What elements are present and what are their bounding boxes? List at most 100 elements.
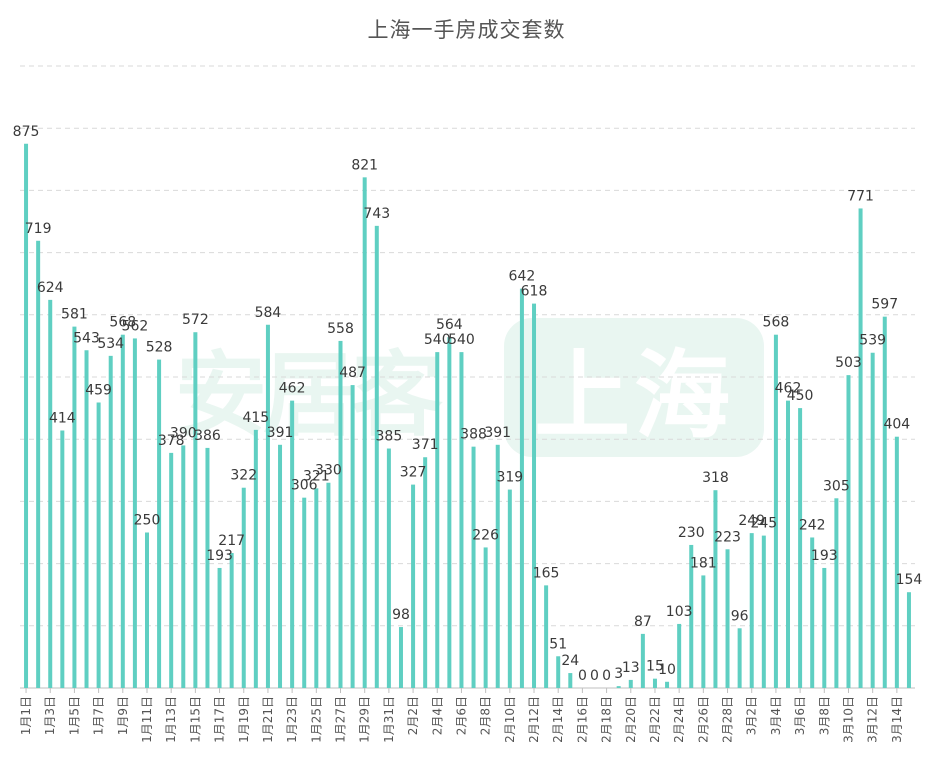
- data-label: 330: [315, 463, 342, 479]
- bar-1月23日: [290, 400, 295, 688]
- data-label: 564: [436, 317, 463, 333]
- bar-1月12日: [157, 359, 162, 688]
- x-tick-label: 2月10日: [503, 696, 517, 743]
- x-tick-label: 1月11日: [140, 696, 154, 743]
- bar-1月10日: [132, 338, 137, 688]
- data-label: 10: [658, 662, 676, 678]
- data-label: 96: [731, 608, 749, 624]
- data-label: 558: [327, 321, 354, 337]
- bar-3月7日: [810, 537, 815, 688]
- data-label: 572: [182, 312, 209, 328]
- bar-2月22日: [652, 678, 657, 688]
- data-label: 230: [678, 525, 705, 541]
- data-label: 318: [702, 470, 729, 486]
- bar-2月27日: [713, 490, 718, 688]
- x-tick-label: 1月19日: [237, 696, 251, 743]
- bar-2月14日: [556, 656, 561, 688]
- bar-1月17日: [217, 567, 222, 688]
- bar-1月16日: [205, 447, 210, 688]
- data-label: 414: [49, 410, 76, 426]
- data-label: 459: [85, 383, 112, 399]
- data-label: 3: [614, 666, 623, 682]
- x-tick-label: 2月4日: [430, 696, 444, 735]
- bar-1月22日: [278, 444, 283, 688]
- bar-3月5日: [786, 400, 791, 688]
- data-label: 249: [738, 513, 765, 529]
- data-label: 193: [206, 548, 233, 564]
- data-label: 540: [448, 332, 475, 348]
- data-label: 217: [218, 533, 245, 549]
- bar-2月10日: [507, 489, 512, 688]
- x-tick-label: 2月8日: [479, 696, 493, 735]
- bar-1月18日: [229, 553, 234, 688]
- bar-3月12日: [870, 352, 875, 688]
- bar-2月1日: [398, 627, 403, 688]
- x-tick-label: 2月26日: [696, 696, 710, 743]
- bar-2月12日: [532, 303, 537, 688]
- data-label: 568: [109, 315, 136, 331]
- bar-2月4日: [435, 352, 440, 688]
- data-label: 0: [602, 668, 611, 684]
- x-tick-label: 3月12日: [866, 696, 880, 743]
- x-tick-label: 3月4日: [769, 696, 783, 735]
- x-tick-label: 1月23日: [285, 696, 299, 743]
- bar-2月19日: [616, 686, 621, 688]
- x-tick-label: 1月27日: [334, 696, 348, 743]
- x-tick-label: 3月10日: [841, 696, 855, 743]
- data-label: 821: [351, 157, 378, 173]
- data-label: 450: [787, 388, 814, 404]
- data-label: 390: [170, 425, 197, 441]
- data-label: 540: [424, 332, 451, 348]
- data-label: 386: [194, 428, 221, 444]
- bar-2月26日: [701, 575, 706, 688]
- data-label: 322: [230, 468, 257, 484]
- x-tick-label: 2月28日: [721, 696, 735, 743]
- data-label: 378: [158, 433, 185, 449]
- data-label: 165: [533, 565, 560, 581]
- bar-3月4日: [773, 334, 778, 688]
- data-label: 0: [590, 668, 599, 684]
- data-label: 321: [303, 468, 330, 484]
- data-label: 539: [859, 333, 886, 349]
- x-tick-label: 1月5日: [67, 696, 81, 735]
- bar-1月30日: [374, 225, 379, 688]
- x-tick-label: 1月25日: [309, 696, 323, 743]
- data-label: 327: [400, 465, 427, 481]
- bar-1月27日: [338, 340, 343, 688]
- bar-1月24日: [302, 497, 307, 688]
- bar-3月6日: [798, 408, 803, 688]
- x-tick-label: 1月1日: [19, 696, 33, 735]
- bar-1月3日: [48, 299, 53, 688]
- data-label: 385: [376, 429, 403, 445]
- x-tick-label: 1月3日: [43, 696, 57, 735]
- data-label: 371: [412, 437, 439, 453]
- bar-1月29日: [362, 177, 367, 688]
- x-tick-label: 1月17日: [213, 696, 227, 743]
- x-tick-label: 3月14日: [890, 696, 904, 743]
- x-tick-label: 1月31日: [382, 696, 396, 743]
- bar-1月14日: [181, 445, 186, 688]
- data-label: 743: [363, 206, 390, 222]
- data-label: 24: [561, 653, 579, 669]
- bar-2月23日: [665, 681, 670, 688]
- x-tick-label: 2月18日: [600, 696, 614, 743]
- bar-3月2日: [749, 533, 754, 688]
- bar-3月13日: [882, 316, 887, 688]
- x-tick-label: 1月29日: [358, 696, 372, 743]
- data-label: 245: [750, 516, 777, 532]
- bar-2月28日: [725, 549, 730, 688]
- bar-1月28日: [350, 385, 355, 688]
- bar-2月21日: [640, 633, 645, 688]
- x-tick-label: 2月2日: [406, 696, 420, 735]
- x-tick-label: 1月7日: [92, 696, 106, 735]
- gridlines: [20, 65, 915, 689]
- bar-1月15日: [193, 332, 198, 688]
- bar-2月24日: [677, 623, 682, 688]
- bar-2月8日: [483, 547, 488, 688]
- data-label: 624: [37, 280, 64, 296]
- data-label: 0: [578, 668, 587, 684]
- data-label: 391: [484, 425, 511, 441]
- data-label: 503: [835, 355, 862, 371]
- data-label: 391: [267, 425, 294, 441]
